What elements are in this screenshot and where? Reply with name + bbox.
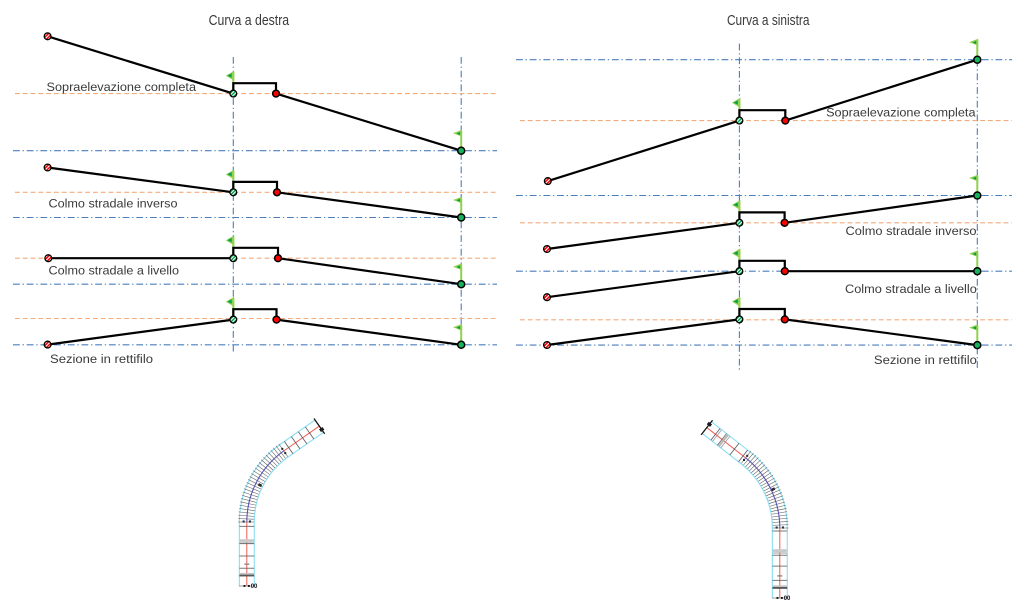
svg-text:Colmo stradale a livello: Colmo stradale a livello: [845, 282, 977, 296]
svg-text:Colmo stradale inverso: Colmo stradale inverso: [846, 224, 977, 238]
svg-text:Curva a sinistra: Curva a sinistra: [727, 13, 810, 29]
svg-text:00: 00: [251, 584, 258, 590]
svg-text:Sopraelevazione completa: Sopraelevazione completa: [47, 80, 197, 94]
svg-text:Colmo stradale a livello: Colmo stradale a livello: [49, 264, 180, 278]
svg-text:00: 00: [784, 596, 791, 602]
svg-text:Sezione in rettifilo: Sezione in rettifilo: [50, 352, 153, 366]
svg-text:Sopraelevazione completa: Sopraelevazione completa: [826, 105, 976, 119]
svg-text:Colmo stradale inverso: Colmo stradale inverso: [49, 197, 178, 211]
svg-text:Sezione in rettifilo: Sezione in rettifilo: [874, 353, 977, 367]
svg-text:Curva a destra: Curva a destra: [209, 13, 290, 29]
